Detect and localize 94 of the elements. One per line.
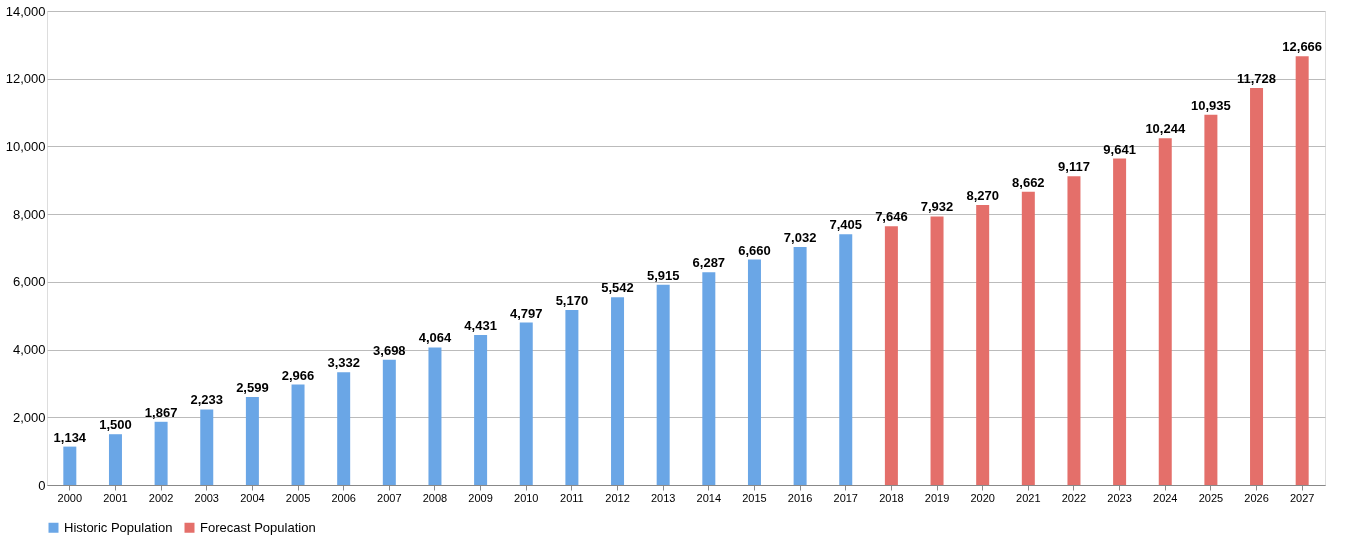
y-tick-label: 0 (38, 477, 46, 493)
x-tick-label: 2026 (1244, 491, 1269, 504)
bar (1295, 56, 1309, 485)
y-tick-label: 4,000 (12, 342, 46, 358)
x-tick-label: 2021 (1016, 491, 1041, 504)
bar (1204, 114, 1218, 485)
data-label: 7,405 (829, 217, 863, 233)
x-tick-label: 2025 (1198, 491, 1224, 504)
bar (611, 297, 625, 485)
data-label: 6,287 (692, 255, 726, 271)
x-tick-label: 2007 (377, 491, 402, 504)
data-label: 9,641 (1103, 141, 1136, 157)
data-label: 1,500 (99, 417, 132, 433)
x-tick-label: 2002 (148, 491, 174, 504)
x-tick-label: 2004 (240, 491, 265, 504)
x-tick-label: 2018 (879, 491, 904, 504)
bar (793, 246, 807, 485)
data-label: 12,666 (1282, 39, 1323, 55)
bar (63, 446, 77, 485)
x-tick-label: 2010 (514, 491, 539, 504)
x-tick-label: 2017 (833, 491, 858, 504)
bar (519, 322, 533, 485)
bar (1158, 138, 1172, 485)
data-label: 7,646 (875, 209, 908, 225)
x-tick-label: 2013 (650, 491, 676, 504)
bar (154, 421, 168, 485)
bar (702, 272, 716, 485)
x-tick-label: 2005 (285, 491, 311, 504)
x-tick-label: 2000 (57, 491, 83, 504)
bar (245, 397, 259, 485)
x-tick-label: 2003 (194, 491, 219, 504)
bar (839, 234, 853, 485)
data-label: 1,134 (53, 429, 87, 445)
data-label: 4,064 (418, 330, 452, 346)
bar (656, 284, 670, 485)
data-label: 2,233 (190, 392, 224, 408)
data-label: 3,332 (327, 355, 360, 371)
legend-label: Forecast Population (200, 519, 316, 535)
data-label: 5,915 (646, 267, 680, 283)
x-tick-label: 2001 (103, 491, 128, 504)
x-tick-label: 2020 (970, 491, 995, 504)
bar (428, 347, 442, 485)
x-tick-label: 2022 (1061, 491, 1087, 504)
data-label: 6,660 (738, 242, 771, 258)
data-label: 1,867 (144, 404, 178, 420)
x-tick-label: 2011 (560, 491, 584, 504)
bar (291, 384, 305, 485)
data-label: 10,244 (1145, 121, 1186, 137)
y-tick-label: 2,000 (12, 409, 46, 425)
bar (884, 226, 898, 485)
data-label: 5,542 (601, 280, 634, 296)
data-label: 7,032 (783, 229, 817, 245)
y-tick-label: 6,000 (12, 274, 46, 290)
bar (930, 216, 944, 485)
data-label: 3,698 (373, 342, 406, 358)
x-tick-label: 2016 (787, 491, 813, 504)
bar (976, 205, 990, 485)
data-label: 9,117 (1058, 159, 1090, 175)
y-tick-label: 12,000 (5, 71, 46, 87)
y-tick-label: 14,000 (5, 3, 46, 19)
bar (108, 434, 122, 485)
legend-label: Historic Population (64, 519, 173, 535)
x-tick-label: 2012 (605, 491, 630, 504)
x-tick-label: 2015 (742, 491, 767, 504)
data-label: 4,797 (509, 305, 543, 321)
bar (337, 372, 351, 485)
data-label: 8,662 (1012, 174, 1045, 190)
data-label: 5,170 (555, 292, 589, 308)
data-label: 2,599 (236, 380, 269, 396)
x-tick-label: 2009 (468, 491, 493, 504)
y-tick-label: 8,000 (12, 206, 46, 222)
x-tick-label: 2023 (1107, 491, 1132, 504)
bar (1113, 158, 1127, 485)
data-label: 8,270 (966, 188, 999, 203)
data-label: 11,728 (1237, 70, 1277, 86)
x-tick-label: 2024 (1153, 491, 1178, 504)
bar (565, 309, 579, 485)
x-tick-label: 2014 (696, 491, 722, 504)
bar (200, 409, 214, 485)
y-tick-label: 10,000 (5, 138, 46, 154)
bar (1021, 191, 1035, 485)
x-tick-label: 2008 (422, 491, 448, 504)
data-label: 7,932 (920, 199, 954, 215)
x-tick-label: 2006 (331, 491, 356, 504)
bar (474, 334, 488, 485)
x-tick-label: 2019 (924, 491, 950, 504)
data-label: 4,431 (464, 317, 497, 333)
bar (1250, 87, 1264, 485)
bar (747, 259, 761, 485)
data-label: 10,935 (1191, 97, 1231, 113)
bar (382, 359, 396, 485)
data-label: 2,966 (281, 367, 315, 383)
x-tick-label: 2027 (1289, 491, 1315, 504)
bar (1067, 176, 1081, 485)
